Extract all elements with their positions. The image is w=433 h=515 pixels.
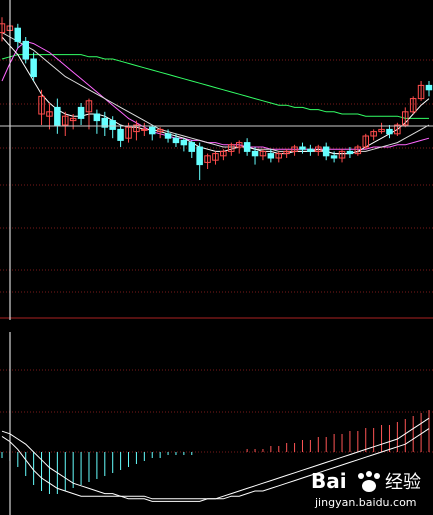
candle-body-29: [228, 144, 235, 152]
candle-body-8: [62, 115, 69, 126]
candle-body-25: [196, 146, 203, 166]
candle-body-11: [85, 100, 93, 113]
candle-body-3: [22, 40, 29, 60]
candle-body-28: [220, 150, 227, 157]
candle-body-49: [386, 128, 393, 135]
candle-body-23: [180, 139, 188, 146]
macd-panel: [1, 410, 430, 502]
candle-body-15: [117, 128, 124, 141]
candle-body-36: [283, 150, 290, 155]
candlestick-series: [0, 17, 433, 180]
paw-icon: [358, 471, 380, 492]
candle-body-13: [101, 117, 108, 128]
candle-body-44: [346, 150, 354, 155]
candle-body-35: [275, 153, 282, 159]
candle-body-38: [299, 146, 306, 150]
candle-body-47: [370, 131, 377, 137]
candle-body-50: [394, 124, 401, 135]
watermark-brand: Bai: [311, 469, 347, 493]
candle-body-51: [402, 111, 409, 126]
candle-body-20: [156, 128, 164, 133]
candle-body-0: [0, 23, 6, 34]
candle-body-19: [149, 126, 156, 135]
candle-body-41: [322, 146, 330, 157]
candle-body-54: [425, 84, 433, 91]
baidu-watermark: Bai 经验 jingyan.baidu.com: [311, 469, 421, 509]
ma-magenta-line: [1, 40, 430, 150]
candle-body-48: [378, 128, 385, 133]
candle-body-40: [315, 146, 322, 152]
ma-mid-line: [1, 32, 430, 155]
candle-body-24: [188, 142, 195, 152]
candle-body-39: [307, 148, 314, 152]
candle-body-6: [46, 111, 53, 117]
candle-body-10: [77, 106, 85, 119]
candle-body-16: [125, 126, 132, 139]
candle-body-7: [54, 106, 61, 126]
candle-body-52: [409, 98, 417, 113]
candle-body-21: [164, 133, 172, 139]
candle-body-42: [330, 155, 338, 159]
candle-body-33: [259, 150, 267, 157]
candle-body-5: [38, 95, 45, 115]
candle-body-18: [141, 128, 148, 131]
watermark-brand-2: 经验: [385, 472, 421, 493]
candle-body-12: [93, 113, 101, 122]
candle-body-27: [212, 153, 219, 161]
candle-body-37: [291, 146, 298, 152]
candle-body-32: [251, 150, 259, 157]
candle-body-4: [30, 58, 37, 78]
candle-body-31: [243, 142, 251, 152]
candle-body-43: [338, 150, 346, 159]
ma-green-line: [1, 54, 429, 119]
candle-body-45: [354, 146, 362, 155]
candle-body-34: [267, 153, 275, 159]
candle-body-2: [14, 27, 21, 42]
candle-body-53: [417, 84, 425, 100]
candle-body-22: [172, 137, 180, 144]
candle-body-26: [204, 155, 211, 163]
candle-body-46: [362, 135, 369, 148]
candle-body-17: [133, 124, 140, 133]
watermark-url: jingyan.baidu.com: [314, 496, 417, 509]
macd-dea-line: [1, 428, 430, 500]
moving-average-lines: [1, 32, 430, 155]
candle-body-9: [69, 117, 77, 122]
candle-body-14: [109, 120, 116, 130]
candle-body-30: [236, 142, 243, 148]
